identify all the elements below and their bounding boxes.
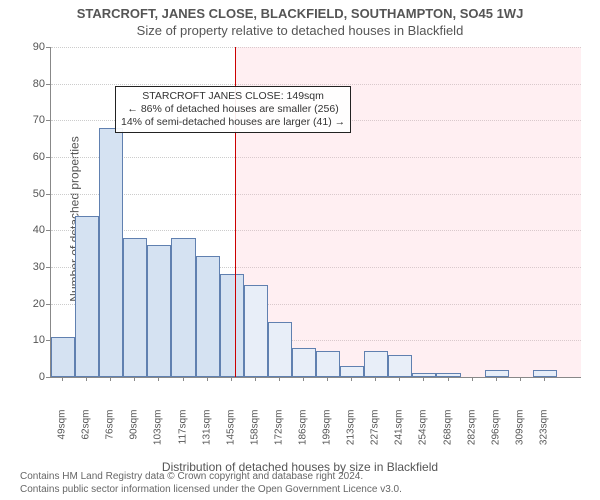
- xtick-mark: [231, 377, 232, 381]
- histogram-bar: [51, 337, 75, 377]
- ytick-mark: [46, 377, 50, 378]
- xtick-label: 172sqm: [273, 410, 284, 455]
- histogram-bar: [123, 238, 147, 377]
- ytick-label: 40: [5, 224, 45, 236]
- xtick-mark: [520, 377, 521, 381]
- xtick-mark: [472, 377, 473, 381]
- xtick-mark: [86, 377, 87, 381]
- xtick-label: 323sqm: [538, 410, 549, 455]
- ytick-label: 10: [5, 334, 45, 346]
- xtick-label: 49sqm: [57, 410, 68, 455]
- footer-line2: Contains public sector information licen…: [20, 483, 402, 496]
- xtick-mark: [423, 377, 424, 381]
- ytick-label: 50: [5, 188, 45, 200]
- xtick-label: 62sqm: [81, 410, 92, 455]
- xtick-mark: [544, 377, 545, 381]
- xtick-label: 131sqm: [201, 410, 212, 455]
- xtick-mark: [279, 377, 280, 381]
- xtick-mark: [351, 377, 352, 381]
- ytick-mark: [46, 157, 50, 158]
- xtick-label: 117sqm: [177, 410, 188, 455]
- xtick-label: 241sqm: [394, 410, 405, 455]
- ytick-label: 70: [5, 114, 45, 126]
- ytick-mark: [46, 304, 50, 305]
- xtick-label: 213sqm: [346, 410, 357, 455]
- ytick-label: 90: [5, 41, 45, 53]
- histogram-bar: [292, 348, 316, 377]
- xtick-mark: [158, 377, 159, 381]
- annotation-box: STARCROFT JANES CLOSE: 149sqm ← 86% of d…: [115, 86, 351, 133]
- xtick-label: 103sqm: [153, 410, 164, 455]
- histogram-bar: [388, 355, 412, 377]
- xtick-mark: [375, 377, 376, 381]
- ytick-label: 80: [5, 78, 45, 90]
- histogram-bar: [99, 128, 123, 377]
- xtick-label: 158sqm: [249, 410, 260, 455]
- histogram-bar: [244, 285, 268, 377]
- ytick-label: 0: [5, 371, 45, 383]
- ytick-label: 60: [5, 151, 45, 163]
- xtick-mark: [255, 377, 256, 381]
- ytick-mark: [46, 230, 50, 231]
- histogram-bar: [147, 245, 171, 377]
- xtick-mark: [448, 377, 449, 381]
- xtick-label: 296sqm: [490, 410, 501, 455]
- annotation-line1: STARCROFT JANES CLOSE: 149sqm: [121, 90, 345, 103]
- ytick-label: 30: [5, 261, 45, 273]
- xtick-label: 254sqm: [418, 410, 429, 455]
- title-sub: Size of property relative to detached ho…: [0, 21, 600, 38]
- xtick-label: 186sqm: [297, 410, 308, 455]
- xtick-label: 282sqm: [466, 410, 477, 455]
- xtick-mark: [303, 377, 304, 381]
- xtick-mark: [399, 377, 400, 381]
- histogram-bar: [485, 370, 509, 377]
- ytick-mark: [46, 84, 50, 85]
- histogram-bar: [364, 351, 388, 377]
- ytick-mark: [46, 120, 50, 121]
- histogram-bar: [220, 274, 244, 377]
- histogram-bar: [196, 256, 220, 377]
- xtick-label: 227sqm: [370, 410, 381, 455]
- xtick-label: 199sqm: [322, 410, 333, 455]
- histogram-bar: [171, 238, 195, 377]
- xtick-label: 268sqm: [442, 410, 453, 455]
- histogram-bar: [75, 216, 99, 377]
- xtick-mark: [62, 377, 63, 381]
- annotation-line2: ← 86% of detached houses are smaller (25…: [121, 103, 345, 116]
- xtick-label: 145sqm: [225, 410, 236, 455]
- ytick-mark: [46, 340, 50, 341]
- xtick-mark: [110, 377, 111, 381]
- histogram-bar: [316, 351, 340, 377]
- xtick-mark: [134, 377, 135, 381]
- title-main: STARCROFT, JANES CLOSE, BLACKFIELD, SOUT…: [0, 0, 600, 21]
- xtick-label: 76sqm: [105, 410, 116, 455]
- histogram-bar: [533, 370, 557, 377]
- xtick-mark: [183, 377, 184, 381]
- xtick-mark: [207, 377, 208, 381]
- xtick-mark: [496, 377, 497, 381]
- histogram-bar: [340, 366, 364, 377]
- xtick-label: 309sqm: [514, 410, 525, 455]
- histogram-bar: [268, 322, 292, 377]
- footer-line1: Contains HM Land Registry data © Crown c…: [20, 470, 402, 483]
- xtick-mark: [327, 377, 328, 381]
- ytick-mark: [46, 267, 50, 268]
- footer-attribution: Contains HM Land Registry data © Crown c…: [20, 470, 402, 496]
- xtick-label: 90sqm: [129, 410, 140, 455]
- ytick-label: 20: [5, 298, 45, 310]
- ytick-mark: [46, 194, 50, 195]
- ytick-mark: [46, 47, 50, 48]
- annotation-line3: 14% of semi-detached houses are larger (…: [121, 116, 345, 129]
